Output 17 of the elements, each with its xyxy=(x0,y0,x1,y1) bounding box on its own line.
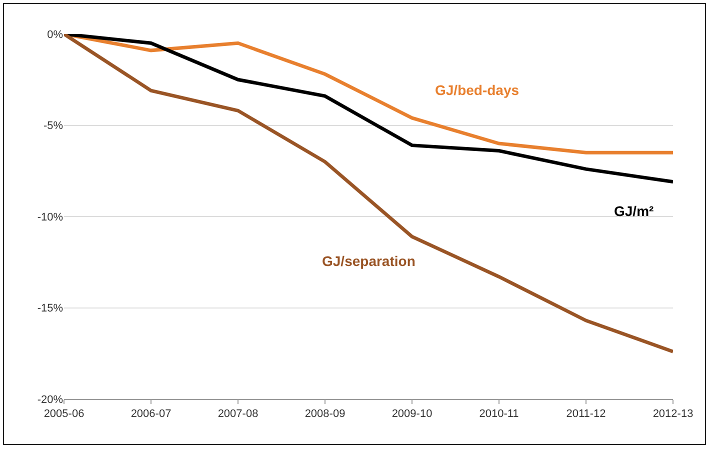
series-label: GJ/m² xyxy=(614,203,654,219)
y-tick-label: -15% xyxy=(37,302,64,315)
x-tick-label: 2009-10 xyxy=(392,408,432,420)
y-tick-label: -5% xyxy=(43,120,64,132)
y-tick-label: -20% xyxy=(37,394,64,406)
y-tick-label: 0% xyxy=(47,28,64,41)
x-tick-label: 2011-12 xyxy=(566,408,606,420)
x-tick-label: 2006-07 xyxy=(130,408,172,420)
line-series xyxy=(64,34,673,354)
x-tick-label: 2007-08 xyxy=(218,408,258,420)
x-tick-label: 2012-13 xyxy=(652,408,694,420)
x-tick-label: 2005-06 xyxy=(44,408,84,420)
series-label: GJ/bed-days xyxy=(435,82,520,98)
x-tick-label: 2010-11 xyxy=(479,408,519,420)
y-tick-label: -10% xyxy=(37,211,64,224)
series-label: GJ/separation xyxy=(322,253,416,269)
x-tick-label: 2008-09 xyxy=(304,408,346,420)
